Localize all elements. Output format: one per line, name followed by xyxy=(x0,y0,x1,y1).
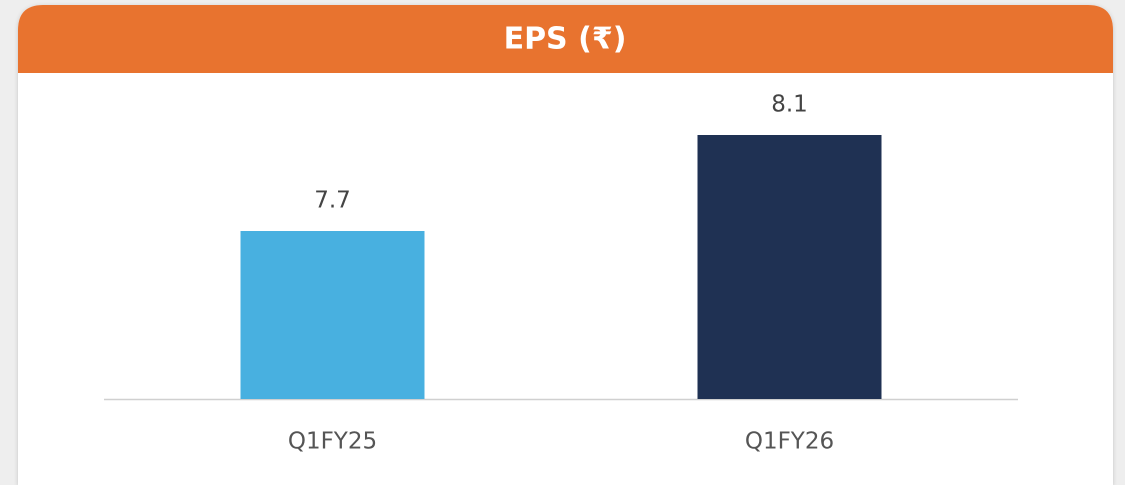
value-label: 8.1 xyxy=(771,92,808,118)
card xyxy=(18,5,1113,485)
x-tick-label: Q1FY25 xyxy=(288,429,377,455)
value-label: 7.7 xyxy=(314,188,351,214)
chart-title: EPS (₹) xyxy=(504,22,627,57)
bar xyxy=(697,135,882,399)
x-tick-label: Q1FY26 xyxy=(745,429,834,455)
bar xyxy=(240,231,425,399)
card-header xyxy=(18,5,1113,73)
